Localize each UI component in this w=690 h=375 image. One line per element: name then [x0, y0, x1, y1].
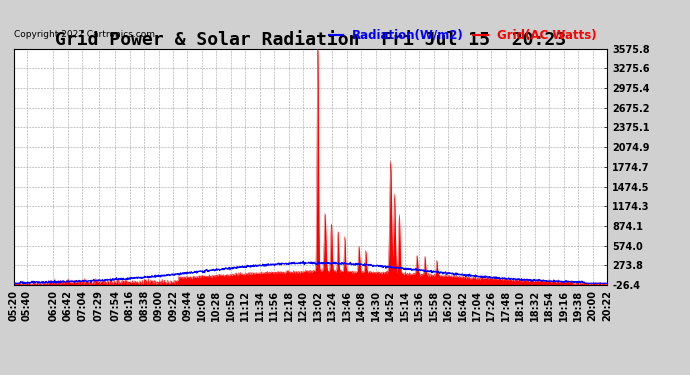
- Legend: Radiation(W/m2), Grid(AC Watts): Radiation(W/m2), Grid(AC Watts): [324, 24, 601, 46]
- Title: Grid Power & Solar Radiation  Fri Jul 15  20:23: Grid Power & Solar Radiation Fri Jul 15 …: [55, 31, 566, 49]
- Text: Copyright 2022 Cartronics.com: Copyright 2022 Cartronics.com: [14, 30, 155, 39]
